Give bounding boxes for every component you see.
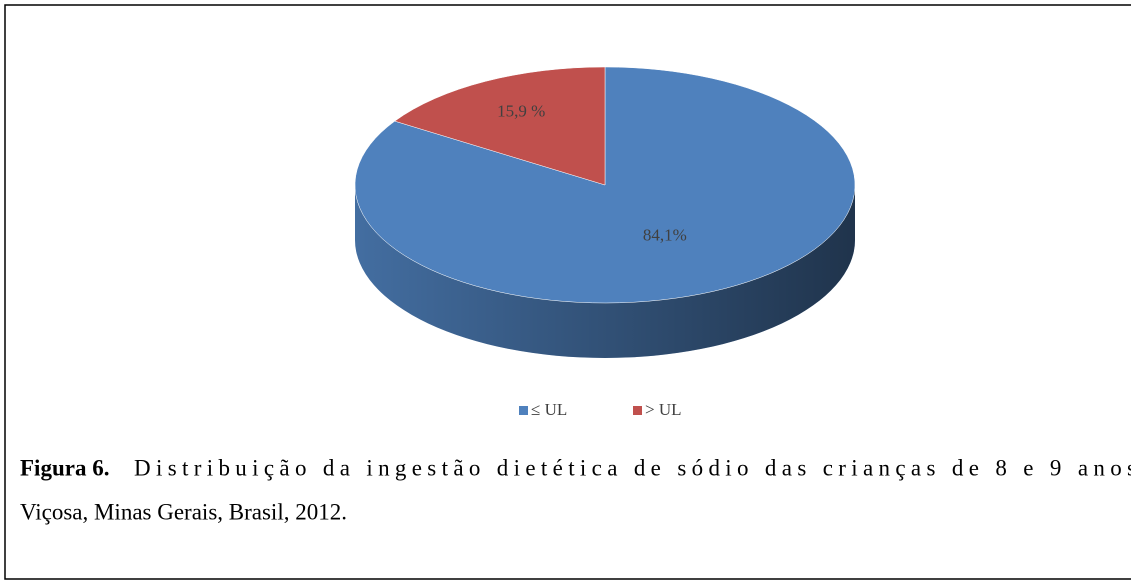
caption-label: Figura 6. xyxy=(20,455,109,480)
frame xyxy=(4,4,1131,580)
data-label: 15,9 % xyxy=(497,101,545,120)
pie: 84,1% 15,9 % xyxy=(354,66,856,358)
slice xyxy=(394,66,606,186)
caption-line: Distribuição da ingestão dietética de só… xyxy=(134,455,1131,480)
caption-line: Viçosa, Minas Gerais, Brasil, 2012. xyxy=(20,499,347,524)
legend-swatch xyxy=(633,406,642,415)
legend-label: ≤ UL xyxy=(531,400,567,419)
legend-swatch xyxy=(519,406,528,415)
slice-side-shade xyxy=(355,185,855,358)
legend-label: > UL xyxy=(645,400,682,419)
data-label: 84,1% xyxy=(643,226,687,245)
